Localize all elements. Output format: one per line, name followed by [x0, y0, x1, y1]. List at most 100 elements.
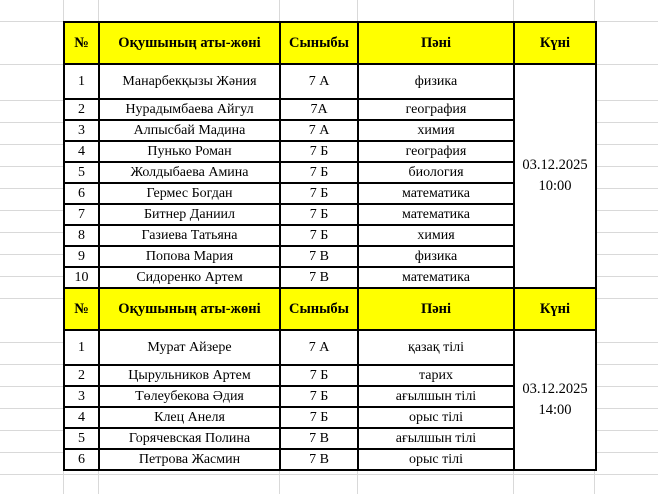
cell-class[interactable]: 7 Б — [279, 406, 359, 429]
header-subject[interactable]: Пәні — [357, 287, 515, 331]
cell-name[interactable]: Газиева Татьяна — [98, 224, 281, 247]
cell-num[interactable]: 3 — [63, 385, 100, 408]
cell-name[interactable]: Нурадымбаева Айгул — [98, 98, 281, 121]
cell-subject[interactable]: орыс тілі — [357, 406, 515, 429]
cell-class[interactable]: 7 В — [279, 266, 359, 289]
cell-class[interactable]: 7 Б — [279, 224, 359, 247]
cell-subject[interactable]: география — [357, 140, 515, 163]
cell-class[interactable]: 7 Б — [279, 140, 359, 163]
date-cell[interactable]: 03.12.2025 10:00 — [513, 63, 597, 289]
cell-name[interactable]: Битнер Даниил — [98, 203, 281, 226]
cell-class[interactable]: 7 В — [279, 448, 359, 471]
cell-subject[interactable]: химия — [357, 224, 515, 247]
header-class[interactable]: Сыныбы — [279, 21, 359, 65]
exam-schedule-table: № Оқушының аты-жөні Сыныбы Пәні Күні 1 Манарбе… — [63, 21, 597, 471]
exam-time: 14:00 — [538, 402, 572, 418]
gridline — [0, 474, 658, 475]
cell-num[interactable]: 10 — [63, 266, 100, 289]
cell-num[interactable]: 6 — [63, 182, 100, 205]
cell-class[interactable]: 7А — [279, 98, 359, 121]
cell-subject[interactable]: физика — [357, 63, 515, 100]
cell-name[interactable]: Цырульников Артем — [98, 364, 281, 387]
cell-class[interactable]: 7 Б — [279, 161, 359, 184]
header-student-name[interactable]: Оқушының аты-жөні — [98, 21, 281, 65]
date-cell[interactable]: 03.12.2025 14:00 — [513, 329, 597, 471]
cell-num[interactable]: 4 — [63, 406, 100, 429]
cell-subject[interactable]: математика — [357, 266, 515, 289]
cell-subject[interactable]: ағылшын тілі — [357, 385, 515, 408]
cell-class[interactable]: 7 А — [279, 329, 359, 366]
header-class[interactable]: Сыныбы — [279, 287, 359, 331]
exam-time: 10:00 — [538, 178, 572, 194]
cell-num[interactable]: 6 — [63, 448, 100, 471]
cell-class[interactable]: 7 Б — [279, 364, 359, 387]
header-student-name[interactable]: Оқушының аты-жөні — [98, 287, 281, 331]
cell-num[interactable]: 2 — [63, 98, 100, 121]
cell-num[interactable]: 3 — [63, 119, 100, 142]
cell-name[interactable]: Горячевская Полина — [98, 427, 281, 450]
cell-num[interactable]: 4 — [63, 140, 100, 163]
cell-name[interactable]: Клец Анеля — [98, 406, 281, 429]
cell-num[interactable]: 5 — [63, 161, 100, 184]
header-number[interactable]: № — [63, 21, 100, 65]
cell-num[interactable]: 5 — [63, 427, 100, 450]
header-row: № Оқушының аты-жөні Сыныбы Пәні Күні — [63, 21, 597, 65]
cell-name[interactable]: Алпысбай Мадина — [98, 119, 281, 142]
header-number[interactable]: № — [63, 287, 100, 331]
header-row: № Оқушының аты-жөні Сыныбы Пәні Күні — [63, 287, 597, 331]
cell-class[interactable]: 7 Б — [279, 182, 359, 205]
cell-subject[interactable]: математика — [357, 203, 515, 226]
table-row: 2 Нурадымбаева Айгул 7А география — [63, 98, 596, 121]
cell-class[interactable]: 7 А — [279, 63, 359, 100]
cell-name[interactable]: Петрова Жасмин — [98, 448, 281, 471]
cell-subject[interactable]: қазақ тілі — [357, 329, 515, 366]
cell-num[interactable]: 1 — [63, 329, 100, 366]
exam-date: 03.12.2025 — [522, 381, 588, 397]
cell-name[interactable]: Жолдыбаева Амина — [98, 161, 281, 184]
cell-name[interactable]: Төлеубекова Әдия — [98, 385, 281, 408]
cell-subject[interactable]: география — [357, 98, 515, 121]
cell-subject[interactable]: биология — [357, 161, 515, 184]
header-subject[interactable]: Пәні — [357, 21, 515, 65]
cell-name[interactable]: Мурат Айзере — [98, 329, 281, 366]
cell-subject[interactable]: орыс тілі — [357, 448, 515, 471]
header-date[interactable]: Күні — [513, 287, 597, 331]
cell-class[interactable]: 7 В — [279, 427, 359, 450]
cell-subject[interactable]: химия — [357, 119, 515, 142]
cell-subject[interactable]: математика — [357, 182, 515, 205]
cell-num[interactable]: 2 — [63, 364, 100, 387]
cell-name[interactable]: Манарбекқызы Жәния — [98, 63, 281, 100]
header-date[interactable]: Күні — [513, 21, 597, 65]
cell-num[interactable]: 9 — [63, 245, 100, 268]
cell-class[interactable]: 7 Б — [279, 203, 359, 226]
exam-date: 03.12.2025 — [522, 157, 588, 173]
cell-subject[interactable]: ағылшын тілі — [357, 427, 515, 450]
cell-num[interactable]: 8 — [63, 224, 100, 247]
cell-name[interactable]: Попова Мария — [98, 245, 281, 268]
cell-name[interactable]: Гермес Богдан — [98, 182, 281, 205]
cell-num[interactable]: 7 — [63, 203, 100, 226]
cell-class[interactable]: 7 Б — [279, 385, 359, 408]
cell-num[interactable]: 1 — [63, 63, 100, 100]
cell-class[interactable]: 7 В — [279, 245, 359, 268]
cell-name[interactable]: Сидоренко Артем — [98, 266, 281, 289]
cell-subject[interactable]: физика — [357, 245, 515, 268]
cell-name[interactable]: Пунько Роман — [98, 140, 281, 163]
cell-class[interactable]: 7 А — [279, 119, 359, 142]
cell-subject[interactable]: тарих — [357, 364, 515, 387]
